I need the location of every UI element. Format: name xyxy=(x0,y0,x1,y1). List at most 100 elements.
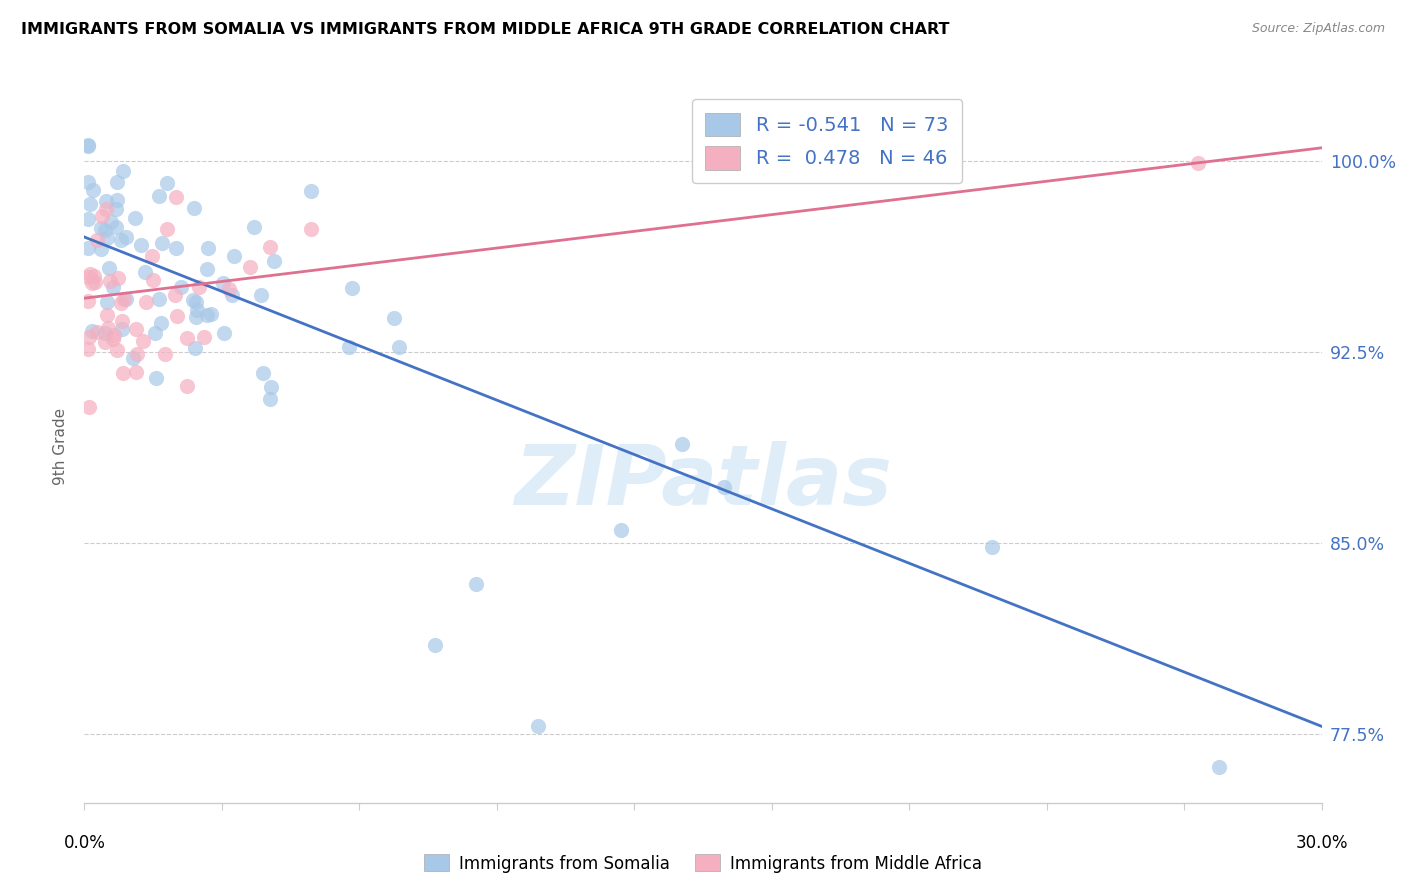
Point xyxy=(111,367,134,381)
Point xyxy=(84,275,107,289)
Point xyxy=(77,294,100,309)
Point xyxy=(218,282,240,296)
Point xyxy=(105,343,128,358)
Point xyxy=(388,340,411,354)
Point xyxy=(129,237,152,252)
Point xyxy=(252,366,274,380)
Point xyxy=(122,351,145,365)
Point xyxy=(100,215,122,229)
Point xyxy=(77,330,100,344)
Point xyxy=(211,277,233,291)
Point xyxy=(250,287,273,301)
Point xyxy=(105,193,128,207)
Point xyxy=(82,183,104,197)
Point xyxy=(132,334,155,348)
Point xyxy=(239,260,262,274)
Point xyxy=(135,294,157,309)
Y-axis label: 9th Grade: 9th Grade xyxy=(53,408,69,484)
Point xyxy=(609,523,631,537)
Point xyxy=(111,314,134,328)
Point xyxy=(148,292,170,306)
Point xyxy=(170,280,193,294)
Point xyxy=(184,310,207,324)
Point xyxy=(111,163,134,178)
Point xyxy=(243,220,266,235)
Point xyxy=(94,223,117,237)
Point xyxy=(186,295,208,310)
Point xyxy=(111,322,134,336)
Point xyxy=(77,400,100,414)
Point xyxy=(176,379,198,393)
Point xyxy=(80,324,103,338)
Point xyxy=(86,325,108,339)
Point xyxy=(263,254,285,268)
Text: Source: ZipAtlas.com: Source: ZipAtlas.com xyxy=(1251,22,1385,36)
Point xyxy=(86,233,108,247)
Point xyxy=(96,231,118,245)
Point xyxy=(423,638,446,652)
Point xyxy=(105,175,128,189)
Text: ZIPatlas: ZIPatlas xyxy=(515,442,891,522)
Point xyxy=(77,175,100,189)
Point xyxy=(94,326,117,341)
Point xyxy=(125,365,148,379)
Point xyxy=(143,326,166,340)
Point xyxy=(165,241,187,255)
Point xyxy=(299,222,322,236)
Point xyxy=(176,331,198,345)
Point xyxy=(77,342,100,356)
Point xyxy=(149,316,172,330)
Point xyxy=(165,288,187,302)
Point xyxy=(713,479,735,493)
Point xyxy=(104,202,127,216)
Point xyxy=(145,370,167,384)
Point xyxy=(112,292,135,306)
Legend: Immigrants from Somalia, Immigrants from Middle Africa: Immigrants from Somalia, Immigrants from… xyxy=(418,847,988,880)
Point xyxy=(79,267,101,281)
Point xyxy=(98,261,121,276)
Point xyxy=(80,277,103,291)
Point xyxy=(142,273,165,287)
Point xyxy=(197,241,219,255)
Point xyxy=(382,311,405,326)
Point xyxy=(100,274,122,288)
Point xyxy=(77,241,100,255)
Point xyxy=(186,302,208,317)
Point xyxy=(110,296,132,310)
Point xyxy=(980,541,1002,555)
Point xyxy=(1208,760,1230,774)
Point xyxy=(342,280,364,294)
Point xyxy=(153,347,176,361)
Point xyxy=(260,380,283,394)
Point xyxy=(101,333,124,347)
Point xyxy=(141,249,163,263)
Point xyxy=(90,242,112,256)
Point xyxy=(184,341,207,355)
Point xyxy=(195,262,218,277)
Point xyxy=(224,249,246,263)
Point xyxy=(83,269,105,284)
Point xyxy=(125,322,148,336)
Point xyxy=(187,279,209,293)
Point xyxy=(96,309,118,323)
Text: 30.0%: 30.0% xyxy=(1295,834,1348,852)
Point xyxy=(156,221,179,235)
Point xyxy=(125,347,148,361)
Point xyxy=(193,330,215,344)
Point xyxy=(1187,156,1209,170)
Point xyxy=(148,188,170,202)
Point xyxy=(259,392,281,406)
Point xyxy=(77,270,100,285)
Point xyxy=(115,292,138,306)
Text: 0.0%: 0.0% xyxy=(63,834,105,852)
Point xyxy=(103,328,125,343)
Point xyxy=(259,240,281,254)
Point xyxy=(527,719,550,733)
Point xyxy=(90,221,112,235)
Point xyxy=(165,190,187,204)
Point xyxy=(107,271,129,285)
Point xyxy=(134,264,156,278)
Point xyxy=(195,308,218,322)
Point xyxy=(156,176,179,190)
Point xyxy=(94,202,117,216)
